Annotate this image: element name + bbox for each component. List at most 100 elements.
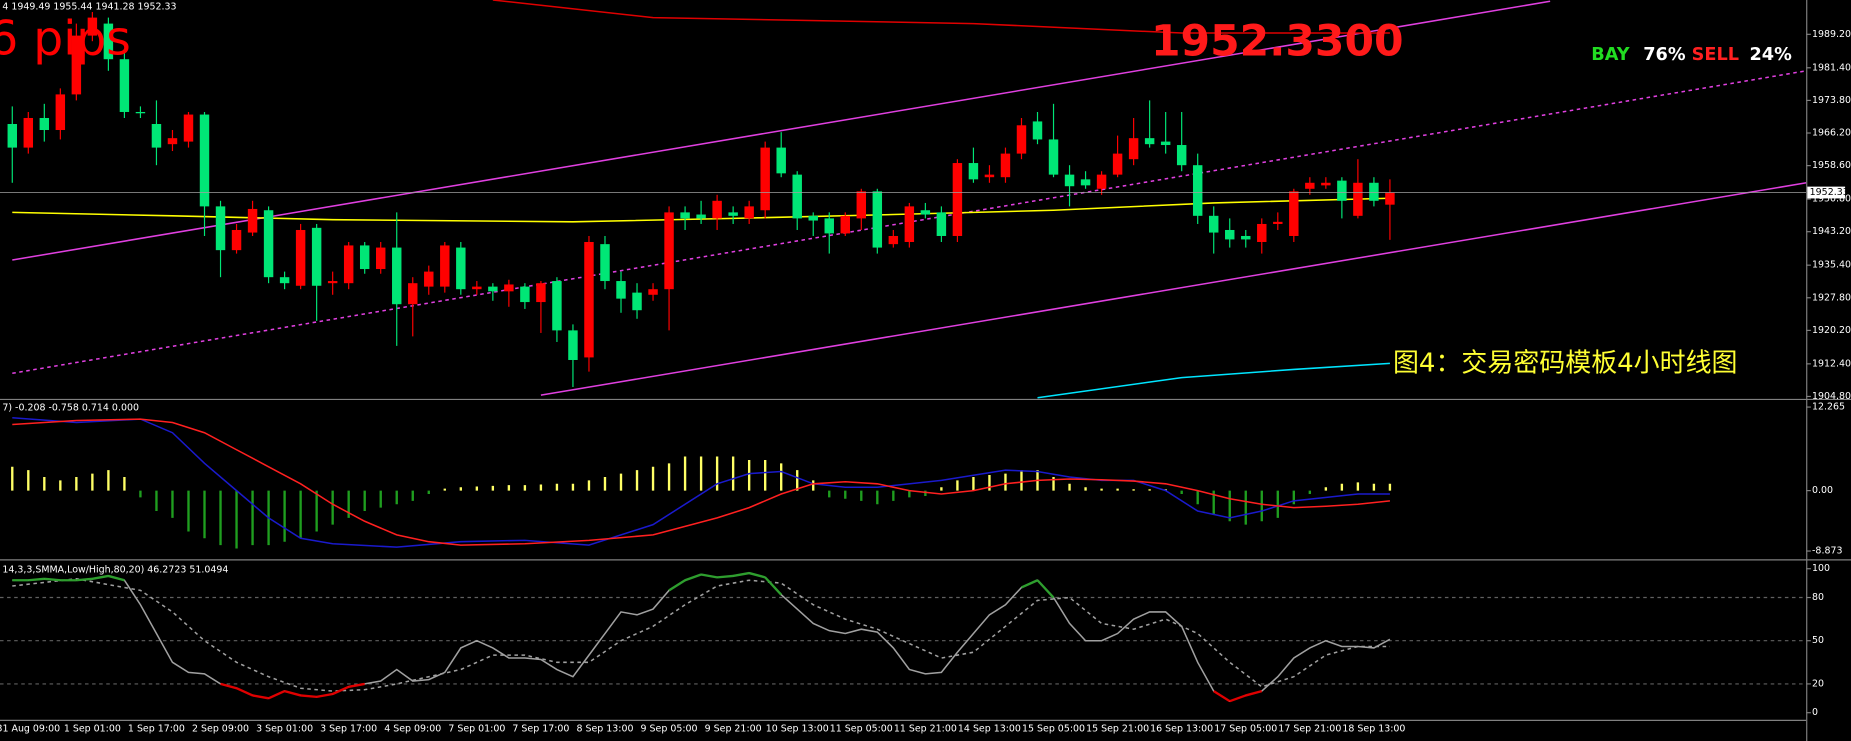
zone-segment bbox=[316, 692, 333, 699]
candle-body bbox=[1080, 179, 1091, 186]
x-tick-label: 17 Sep 05:00 bbox=[1214, 724, 1277, 735]
price-header: 4 1949.49 1955.44 1941.28 1952.33 bbox=[2, 2, 176, 13]
candle-body bbox=[167, 138, 178, 145]
x-tick-label: 11 Sep 05:00 bbox=[830, 724, 893, 735]
candle-body bbox=[263, 210, 274, 278]
x-tick-label: 1 Sep 17:00 bbox=[128, 724, 185, 735]
buy-label: BAY bbox=[1591, 45, 1629, 65]
candle-body bbox=[632, 292, 642, 311]
candle-body bbox=[1032, 121, 1043, 140]
candle-body bbox=[343, 245, 354, 284]
macd-line bbox=[12, 416, 1390, 548]
x-tick-label: 18 Sep 13:00 bbox=[1342, 724, 1405, 735]
candle-body bbox=[39, 117, 50, 131]
candle-body bbox=[760, 147, 770, 211]
candle-body bbox=[664, 212, 674, 290]
zone-segment bbox=[108, 574, 125, 582]
candle-body bbox=[1144, 138, 1155, 145]
zone-segment bbox=[268, 690, 286, 700]
x-tick-label: 9 Sep 21:00 bbox=[705, 724, 762, 735]
y-tick-label: 0 bbox=[1812, 707, 1818, 718]
candle-body bbox=[1000, 153, 1011, 178]
zone-segment bbox=[684, 573, 702, 582]
candle-body bbox=[488, 286, 498, 292]
candle-body bbox=[712, 200, 722, 219]
candle-body bbox=[295, 229, 306, 286]
candle-body bbox=[936, 212, 947, 236]
candle-body bbox=[231, 229, 242, 251]
x-tick-label: 10 Sep 13:00 bbox=[766, 724, 829, 735]
candle-body bbox=[1321, 182, 1331, 186]
candle-body bbox=[1369, 182, 1379, 201]
zone-segment bbox=[668, 579, 686, 592]
candle-body bbox=[247, 208, 258, 233]
y-tick-label: 1989.20 bbox=[1812, 29, 1851, 40]
candle-body bbox=[103, 23, 114, 60]
candle-body bbox=[920, 210, 931, 215]
zone-segment bbox=[284, 689, 301, 697]
zone-segment bbox=[1245, 689, 1263, 697]
zone-segment bbox=[236, 687, 254, 697]
candle-body bbox=[808, 215, 818, 221]
candle-body bbox=[792, 174, 802, 219]
y-tick-label: 1981.40 bbox=[1812, 62, 1851, 73]
candle-body bbox=[1016, 125, 1027, 154]
x-tick-label: 1 Sep 01:00 bbox=[64, 724, 121, 735]
candle-body bbox=[904, 206, 915, 242]
candle-body bbox=[744, 206, 754, 219]
price-banner: 1952.3300 bbox=[1151, 17, 1404, 66]
zone-segment bbox=[1036, 579, 1055, 599]
candle-body bbox=[1337, 180, 1347, 201]
x-tick-label: 11 Sep 21:00 bbox=[894, 724, 957, 735]
candle-body bbox=[888, 235, 899, 245]
candle-body bbox=[408, 283, 418, 305]
candle-body bbox=[536, 283, 546, 303]
sell-percent: 24% bbox=[1749, 45, 1792, 65]
zone-segment bbox=[717, 574, 734, 579]
x-tick-label: 9 Sep 05:00 bbox=[641, 724, 698, 735]
candle-body bbox=[1128, 138, 1139, 160]
candle-body bbox=[648, 289, 658, 295]
candle-body bbox=[1160, 141, 1171, 146]
y-tick-label: 1950.80 bbox=[1812, 194, 1851, 205]
zone-segment bbox=[764, 576, 783, 596]
zone-segment bbox=[92, 574, 109, 580]
candle-body bbox=[327, 281, 338, 284]
last-price-box bbox=[1807, 186, 1846, 199]
x-tick-label: 3 Sep 17:00 bbox=[320, 724, 377, 735]
y-tick-label: 1935.40 bbox=[1812, 260, 1851, 271]
candle-body bbox=[1273, 221, 1283, 224]
candle-body bbox=[840, 215, 850, 234]
overlay-line bbox=[1037, 362, 1390, 399]
candle-body bbox=[23, 117, 34, 148]
candle-body bbox=[1353, 182, 1363, 216]
candle-body bbox=[151, 124, 162, 148]
y-tick-label: 50 bbox=[1812, 635, 1824, 646]
price-panel bbox=[0, 0, 1807, 399]
candle-body bbox=[1241, 235, 1251, 240]
candle-body bbox=[680, 212, 690, 219]
candle-body bbox=[984, 174, 995, 178]
sell-label: SELL bbox=[1692, 45, 1739, 65]
candle-body bbox=[1096, 174, 1107, 189]
zone-segment bbox=[748, 571, 766, 579]
candle-body bbox=[856, 191, 867, 219]
stochastic-panel bbox=[0, 571, 1807, 703]
y-tick-label: 0.00 bbox=[1812, 485, 1833, 496]
candle-body bbox=[1064, 174, 1075, 187]
candle-body bbox=[696, 214, 706, 219]
zone-segment bbox=[1229, 694, 1247, 703]
y-tick-label: 1973.80 bbox=[1812, 95, 1851, 106]
candle-body bbox=[1192, 165, 1203, 216]
y-tick-label: 1912.40 bbox=[1812, 358, 1851, 369]
candle-body bbox=[1176, 145, 1187, 166]
candle-body bbox=[424, 271, 434, 287]
candle-body bbox=[311, 227, 322, 286]
y-tick-label: 100 bbox=[1812, 563, 1830, 574]
candle-body bbox=[119, 59, 130, 112]
stochastic-header: 14,3,3,SMMA,Low/High,80,20) 46.2723 51.0… bbox=[2, 564, 228, 575]
pips-label: 6 pips bbox=[0, 11, 131, 66]
candle-body bbox=[375, 247, 386, 270]
